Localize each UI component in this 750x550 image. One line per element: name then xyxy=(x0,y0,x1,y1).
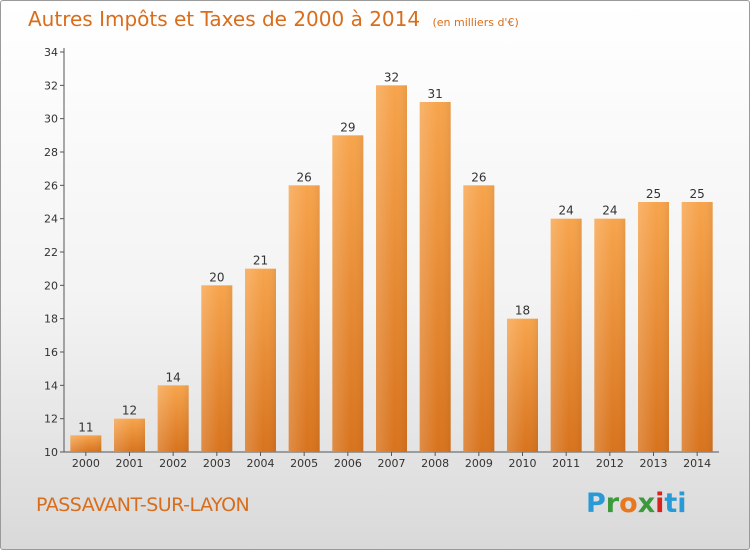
y-tick-label: 18 xyxy=(44,313,58,326)
data-label: 26 xyxy=(471,170,486,184)
bar-shine xyxy=(376,85,407,452)
chart-title: Autres Impôts et Taxes de 2000 à 2014 (e… xyxy=(28,7,519,31)
y-tick-label: 30 xyxy=(44,113,58,126)
y-tick-label: 16 xyxy=(44,346,58,359)
x-tick-label: 2010 xyxy=(509,457,537,470)
data-label: 24 xyxy=(559,204,574,218)
axes: 10 12 14 16 18 20 22 24 26 28 30 32 34 2000 2001 2002 20… xyxy=(44,46,719,470)
data-label: 25 xyxy=(690,187,705,201)
bar-shine xyxy=(70,435,102,452)
logo-letter: x xyxy=(637,488,656,519)
proxiti-logo: Proxiti xyxy=(586,488,687,519)
data-label: 31 xyxy=(428,87,443,101)
chart-title-text: Autres Impôts et Taxes de 2000 à 2014 xyxy=(28,7,421,31)
data-label: 26 xyxy=(297,170,312,184)
x-tick-label: 2004 xyxy=(247,457,275,470)
x-tick-label: 2009 xyxy=(465,457,493,470)
data-label: 32 xyxy=(384,70,399,84)
data-label: 21 xyxy=(253,254,268,268)
bars xyxy=(70,85,713,453)
x-tick-label: 2001 xyxy=(116,457,144,470)
bar-shine xyxy=(550,218,582,452)
y-tick-label: 10 xyxy=(44,446,58,459)
bar-shine xyxy=(288,185,320,453)
bar-shine xyxy=(157,385,189,452)
x-tick-label: 2005 xyxy=(290,457,318,470)
logo-letter: P xyxy=(586,488,606,519)
x-tick-label: 2007 xyxy=(378,457,406,470)
bar-shine xyxy=(201,285,233,452)
x-tick-label: 2008 xyxy=(421,457,449,470)
bar-shine xyxy=(594,218,626,452)
logo-letter: o xyxy=(619,488,638,519)
y-tick-label: 14 xyxy=(44,379,58,392)
x-tick-label: 2013 xyxy=(640,457,668,470)
bar-shine xyxy=(245,268,276,452)
data-label: 14 xyxy=(166,370,181,384)
commune-name: PASSAVANT-SUR-LAYON xyxy=(36,494,250,516)
y-tick-label: 22 xyxy=(44,246,58,259)
y-tick-label: 28 xyxy=(44,146,58,159)
bar-shine xyxy=(463,185,495,453)
bar-shine xyxy=(332,135,364,453)
logo-letter: r xyxy=(605,488,620,519)
bar-shine xyxy=(638,202,669,452)
data-label: 29 xyxy=(340,120,355,134)
y-tick-label: 20 xyxy=(44,279,58,292)
x-tick-label: 2006 xyxy=(334,457,362,470)
y-tick-label: 32 xyxy=(44,79,58,92)
logo-letter: i xyxy=(677,488,687,519)
x-tick-label: 2003 xyxy=(203,457,231,470)
y-tick-label: 26 xyxy=(44,179,58,192)
y-tick-label: 12 xyxy=(44,413,58,426)
data-label: 12 xyxy=(122,404,137,418)
value-labels: 11 12 14 20 21 26 29 32 31 26 18 24 24 25 25 xyxy=(78,70,705,434)
data-label: 11 xyxy=(78,420,93,434)
data-label: 24 xyxy=(602,204,617,218)
x-tick-label: 2000 xyxy=(72,457,100,470)
y-tick-label: 24 xyxy=(44,213,58,226)
logo-letter: t xyxy=(664,488,678,519)
data-label: 20 xyxy=(209,270,224,284)
y-tick-label: 34 xyxy=(44,46,58,59)
bar-shine xyxy=(507,318,538,452)
data-label: 18 xyxy=(515,304,530,318)
bar-shine xyxy=(419,102,451,452)
bar-shine xyxy=(114,418,145,452)
bar-shine xyxy=(681,202,713,452)
x-tick-label: 2002 xyxy=(159,457,187,470)
x-tick-label: 2012 xyxy=(596,457,624,470)
chart-subtitle: (en milliers d'€) xyxy=(432,16,519,29)
x-tick-label: 2011 xyxy=(552,457,580,470)
data-label: 25 xyxy=(646,187,661,201)
logo-letter: i xyxy=(655,488,665,519)
x-tick-label: 2014 xyxy=(683,457,711,470)
